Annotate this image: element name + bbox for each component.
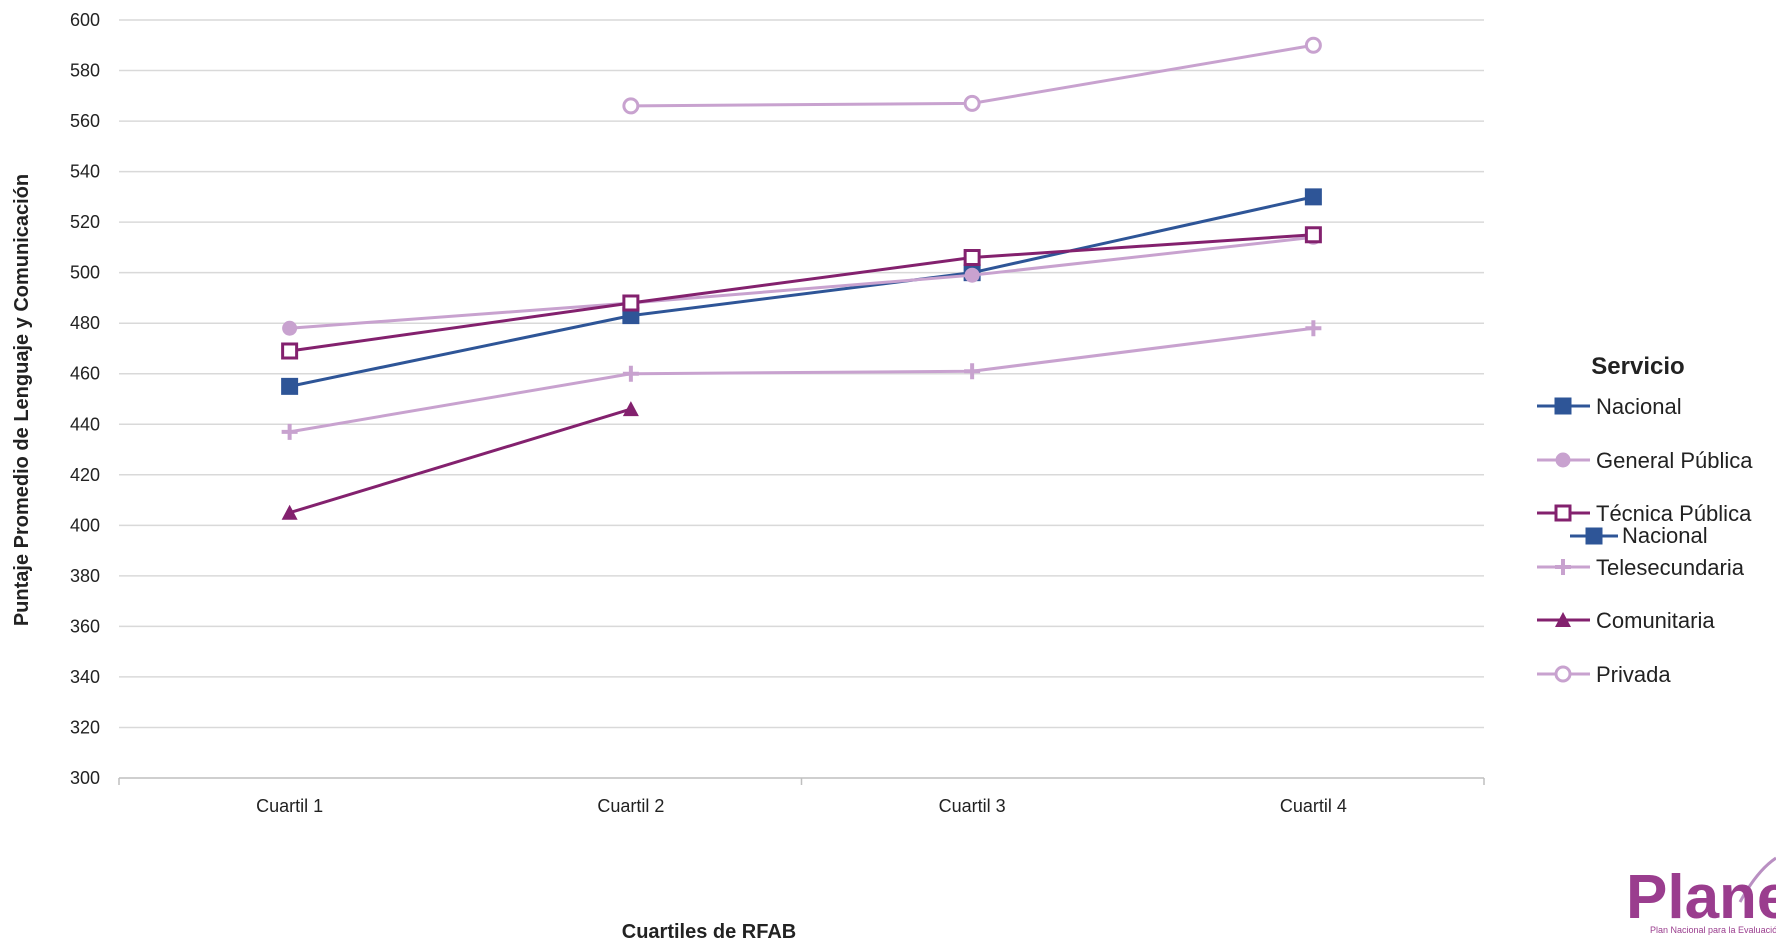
legend-label: General Pública — [1596, 448, 1753, 473]
data-point — [964, 363, 981, 380]
data-point — [281, 342, 299, 360]
legend-item: Telesecundaria — [1537, 555, 1745, 580]
data-point — [964, 267, 980, 283]
series-técnica-pública — [281, 226, 1322, 360]
data-point — [281, 504, 298, 520]
logo-swoosh — [1738, 856, 1776, 903]
logo-subtitle: Plan Nacional para la Evaluación de los … — [1650, 925, 1776, 935]
legend-swatch-marker — [1555, 612, 1571, 627]
legend-item-overlap: Nacional — [1570, 523, 1708, 548]
legend-item: Nacional — [1537, 394, 1682, 419]
y-tick-label: 520 — [70, 212, 100, 232]
data-point — [1304, 226, 1322, 244]
x-tick-label: Cuartil 2 — [597, 796, 664, 816]
data-point — [1304, 36, 1322, 54]
series-line — [289, 195, 1314, 388]
series-nacional — [281, 188, 1322, 395]
planea-logo: Planea Plan Nacional para la Evaluación … — [1626, 856, 1776, 935]
legend-swatch-marker — [1554, 397, 1572, 415]
legend-label: Comunitaria — [1596, 608, 1715, 633]
data-point — [282, 320, 298, 336]
data-point — [622, 97, 640, 115]
legend-label: Nacional — [1622, 523, 1708, 548]
legend-item: Comunitaria — [1537, 608, 1715, 633]
data-point — [1304, 188, 1322, 206]
series-telesecundaria — [281, 320, 1322, 440]
data-point — [622, 294, 640, 312]
y-tick-label: 500 — [70, 263, 100, 283]
data-point — [963, 249, 981, 267]
y-tick-label: 460 — [70, 364, 100, 384]
legend-swatch-marker — [1555, 452, 1571, 468]
y-tick-label: 380 — [70, 566, 100, 586]
series-line — [289, 235, 1314, 330]
data-point — [622, 365, 639, 382]
x-axis-title: Cuartiles de RFAB — [622, 921, 796, 943]
y-tick-label: 480 — [70, 313, 100, 333]
legend-item: Privada — [1537, 662, 1671, 687]
y-axis-title: Puntaje Promedio de Lenguaje y Comunicac… — [11, 174, 33, 626]
legend-swatch-marker — [1554, 665, 1572, 683]
series-layer — [281, 36, 1322, 520]
data-point — [281, 377, 299, 395]
legend-swatch-marker — [1585, 527, 1603, 545]
series-line — [289, 326, 1314, 434]
data-point — [1305, 320, 1322, 337]
x-tick-label: Cuartil 3 — [939, 796, 1006, 816]
legend-title: Servicio — [1591, 353, 1684, 380]
legend-item: Técnica Pública — [1537, 501, 1752, 526]
y-tick-labels: 300 320 340 360 380 400 420 440 460 480 500 520 540 5… — [70, 10, 100, 788]
legend-item: General Pública — [1537, 448, 1753, 473]
legend-swatch-marker — [1555, 559, 1571, 575]
y-tick-label: 600 — [70, 10, 100, 30]
data-point — [963, 94, 981, 112]
series-line — [289, 407, 632, 515]
legend-label: Nacional — [1596, 394, 1682, 419]
series-line — [289, 233, 1314, 353]
y-tick-label: 340 — [70, 667, 100, 687]
y-tick-label: 360 — [70, 616, 100, 636]
y-tick-label: 400 — [70, 515, 100, 535]
legend-label: Telesecundaria — [1596, 555, 1745, 580]
y-tick-label: 540 — [70, 162, 100, 182]
logo-text: Planea — [1626, 863, 1776, 932]
legend-label: Técnica Pública — [1596, 501, 1752, 526]
y-tick-label: 420 — [70, 465, 100, 485]
y-tick-label: 440 — [70, 414, 100, 434]
x-tick-labels: Cuartil 1 Cuartil 2 Cuartil 3 Cuartil 4 — [256, 796, 1347, 816]
legend-label: Privada — [1596, 662, 1671, 687]
y-tick-label: 320 — [70, 717, 100, 737]
data-point — [622, 401, 639, 417]
y-tick-label: 580 — [70, 61, 100, 81]
legend: Servicio Nacional General Pública Técnica … — [1537, 353, 1753, 687]
grid-layer — [118, 19, 1485, 785]
series-comunitaria — [281, 401, 639, 520]
x-tick-label: Cuartil 1 — [256, 796, 323, 816]
series-privada — [622, 36, 1322, 115]
y-tick-label: 300 — [70, 768, 100, 788]
y-tick-label: 560 — [70, 111, 100, 131]
data-point — [281, 423, 298, 440]
legend-swatch-marker — [1554, 504, 1572, 522]
x-tick-label: Cuartil 4 — [1280, 796, 1347, 816]
